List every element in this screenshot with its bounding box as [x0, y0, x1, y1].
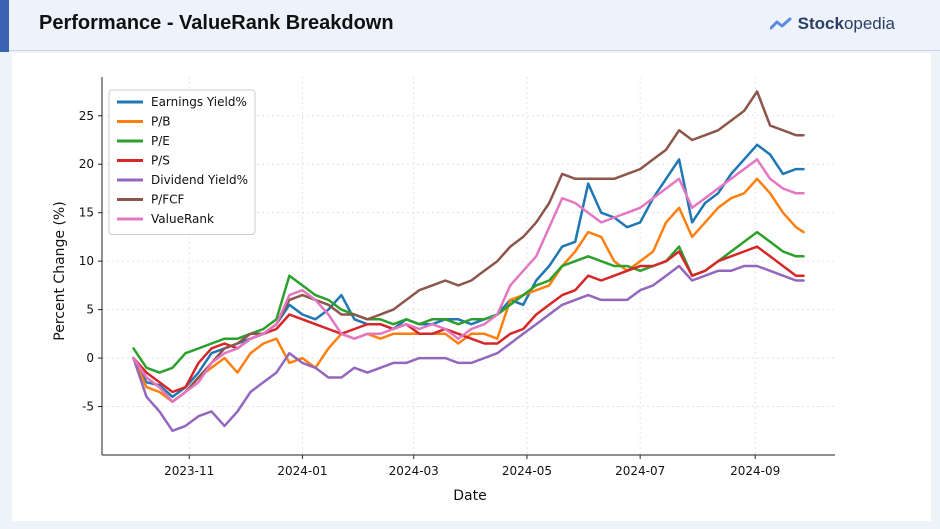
- brand-name-bold: Stock: [797, 14, 844, 33]
- legend-box: [108, 89, 256, 235]
- y-axis-label: Percent Change (%): [52, 201, 68, 340]
- y-tick-label: 25: [79, 109, 94, 123]
- x-tick-label: 2024-05: [502, 464, 552, 478]
- y-tick-label: 15: [79, 206, 94, 220]
- series-line-p-b: [132, 177, 805, 403]
- chart-card: 2023-11 2024-01 2024-03 2024-05 2024-07 2024-…: [12, 53, 931, 521]
- y-tick-label: -5: [82, 400, 94, 414]
- page-title: Performance - ValueRank Breakdown: [39, 12, 394, 34]
- series-line-earnings-yield-: [132, 143, 805, 399]
- brand-logo[interactable]: Stockopedia: [769, 14, 895, 34]
- y-tick-label: 5: [86, 303, 94, 317]
- legend-label: P/E: [151, 134, 170, 148]
- legend-label: ValueRank: [151, 212, 214, 226]
- y-tick-label: 20: [79, 157, 94, 171]
- axes: 2023-11 2024-01 2024-03 2024-05 2024-07 2024-…: [79, 77, 835, 478]
- header-accent-bar: [0, 0, 9, 52]
- x-tick-label: 2024-07: [615, 464, 665, 478]
- page-header: Performance - ValueRank Breakdown Stocko…: [9, 0, 940, 51]
- y-tick-label: 0: [86, 351, 94, 365]
- legend-label: P/S: [151, 154, 170, 168]
- x-tick-label: 2024-09: [730, 464, 780, 478]
- series-line-valuerank: [132, 158, 805, 403]
- series-line-p-fcf: [132, 90, 805, 403]
- x-tick-label: 2023-11: [164, 464, 214, 478]
- x-tick-label: 2024-03: [389, 464, 439, 478]
- stockopedia-logo-icon: [769, 17, 792, 30]
- legend-label: Earnings Yield%: [151, 95, 247, 109]
- legend-label: P/FCF: [151, 193, 185, 207]
- brand-name: Stockopedia: [798, 14, 895, 34]
- x-axis-label: Date: [453, 488, 486, 504]
- series-lines: [132, 90, 805, 433]
- legend-label: Dividend Yield%: [151, 173, 248, 187]
- y-tick-label: 10: [79, 254, 94, 268]
- brand-name-rest: opedia: [843, 14, 895, 33]
- performance-chart: 2023-11 2024-01 2024-03 2024-05 2024-07 2024-…: [52, 77, 835, 504]
- legend: Earnings Yield% P/B P/E P/S Dividend Yield% P…: [108, 89, 256, 235]
- series-line-dividend-yield-: [132, 264, 805, 433]
- legend-label: P/B: [151, 115, 171, 129]
- series-line-p-e: [132, 230, 805, 374]
- x-tick-label: 2024-01: [277, 464, 327, 478]
